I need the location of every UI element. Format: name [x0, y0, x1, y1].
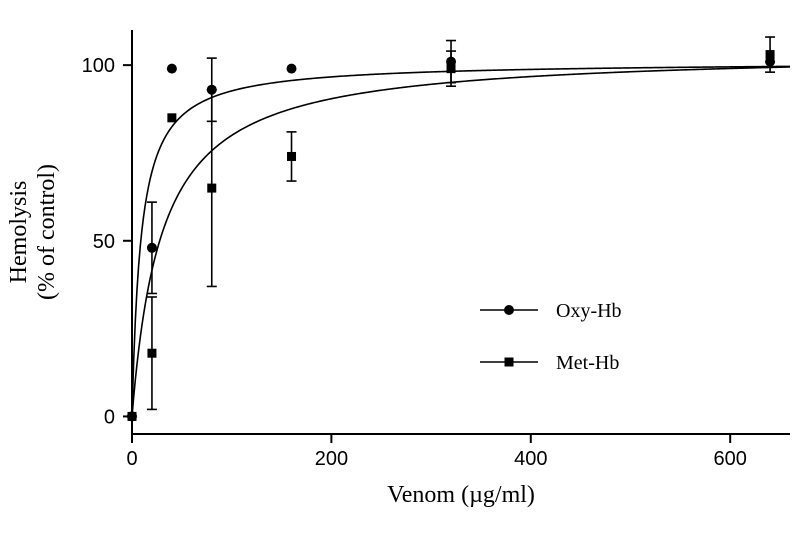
marker-square [147, 349, 156, 358]
x-tick-label: 0 [126, 448, 137, 470]
y-tick-label: 50 [93, 231, 115, 253]
marker-circle [147, 243, 157, 253]
x-tick-label: 600 [713, 448, 746, 470]
marker-square [766, 50, 775, 59]
legend-marker-oxyhb [504, 305, 514, 315]
marker-square [167, 113, 176, 122]
x-axis-label: Venom (µg/ml) [387, 482, 535, 508]
y-tick-label: 0 [104, 406, 115, 428]
legend-marker-methb [505, 358, 514, 367]
marker-square [287, 152, 296, 161]
marker-circle [167, 64, 177, 74]
fit-curve-methb [132, 67, 790, 416]
y-axis-label-line2: (% of control) [34, 164, 60, 300]
marker-square [207, 184, 216, 193]
fit-curve-oxyhb [132, 66, 790, 416]
legend-label-oxyhb: Oxy-Hb [556, 300, 622, 322]
hemolysis-chart: 0 200 400 600 0 50 100 Venom (µg/ml) Hemolysis(%… [0, 0, 812, 557]
y-axis-label-line1: Hemolysis [6, 181, 32, 284]
legend-label-methb: Met-Hb [556, 352, 619, 374]
y-tick-label: 100 [82, 55, 115, 77]
x-tick-label: 200 [315, 448, 348, 470]
marker-square [128, 412, 137, 421]
chart-container: 0 200 400 600 0 50 100 Venom (µg/ml) Hemolysis(%… [0, 0, 812, 557]
marker-square [447, 64, 456, 73]
x-tick-label: 400 [514, 448, 547, 470]
marker-circle [287, 64, 297, 74]
